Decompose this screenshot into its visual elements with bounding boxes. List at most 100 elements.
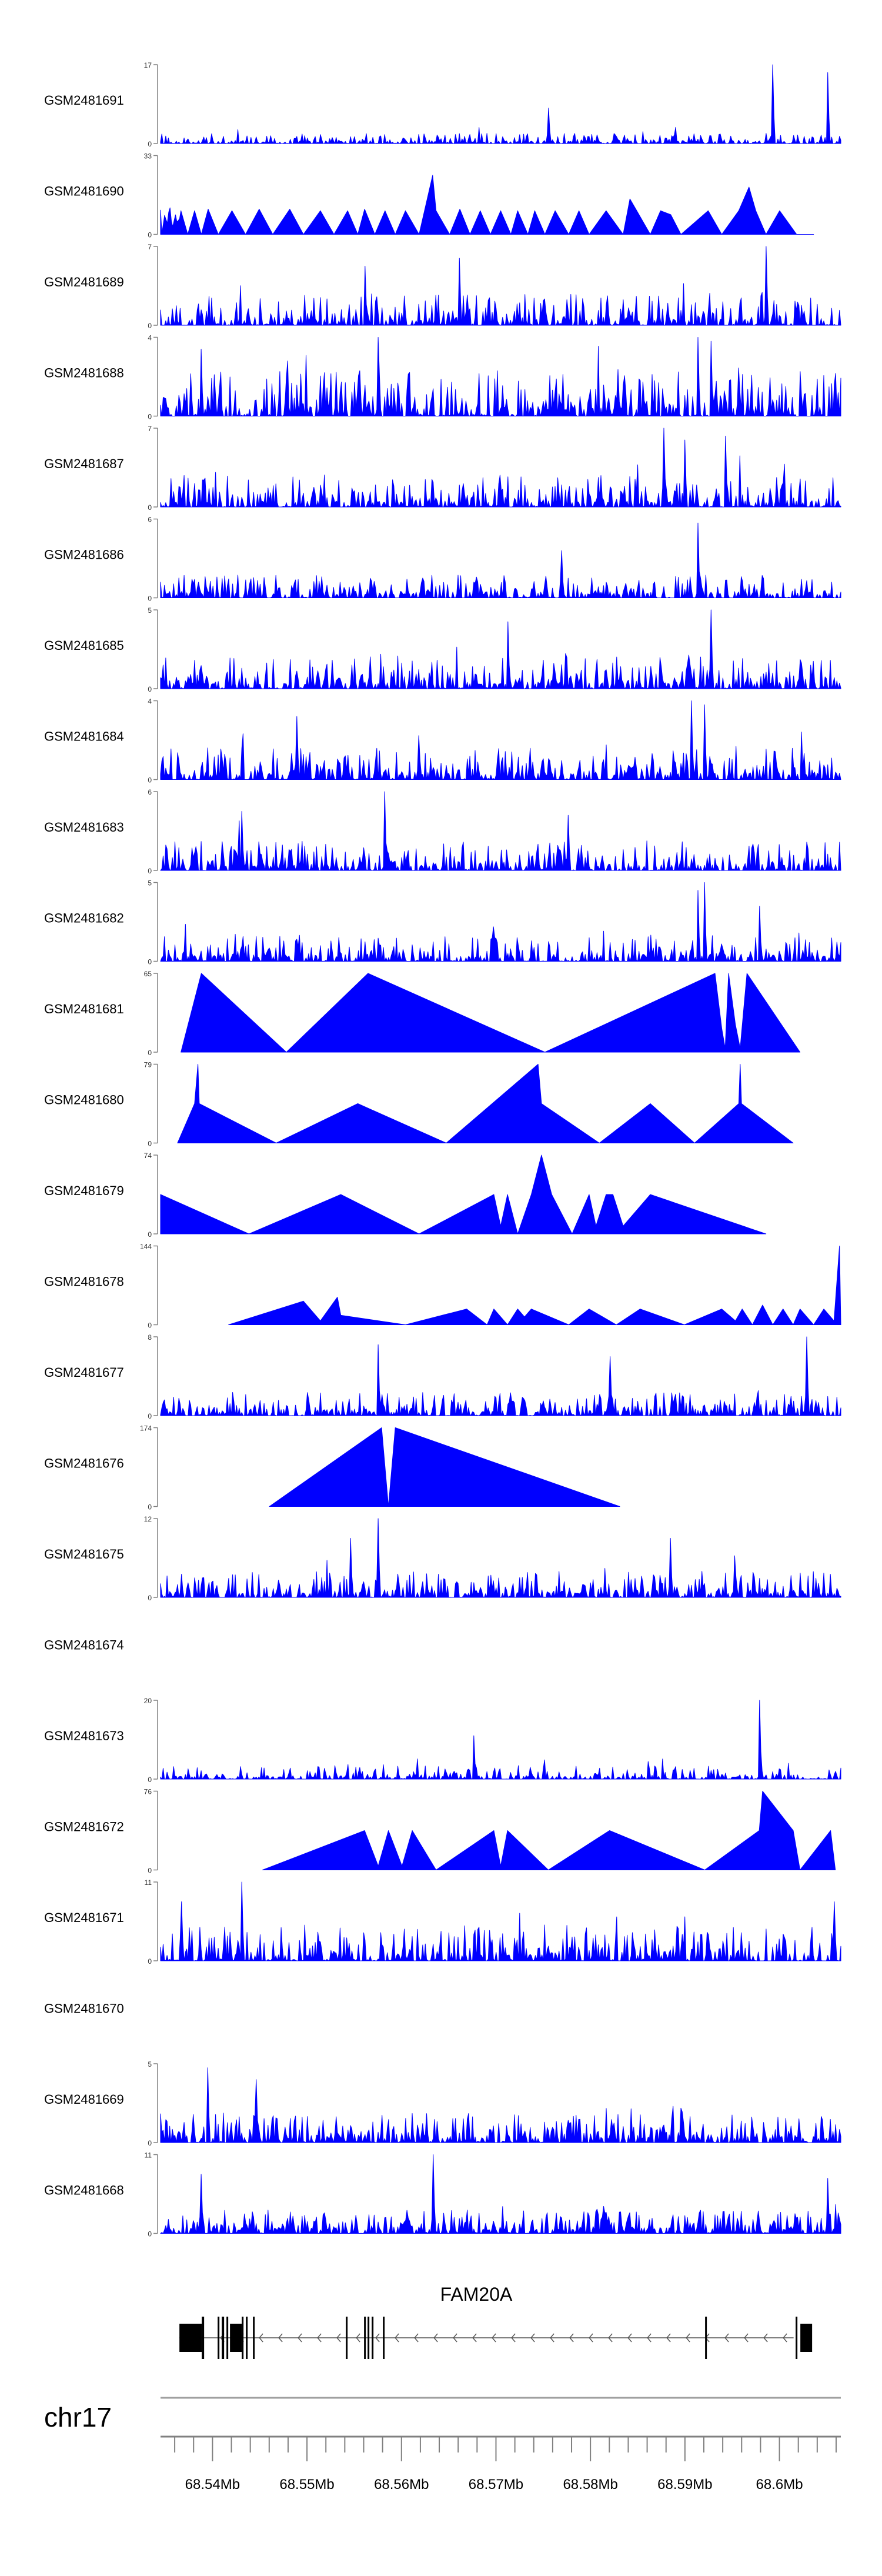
gene-exon <box>218 2317 220 2359</box>
gene-model <box>179 2317 813 2359</box>
gene-exon <box>222 2317 225 2359</box>
track-coverage-area <box>228 1246 841 1325</box>
track-coverage-area <box>269 1427 620 1507</box>
gene-name-label: FAM20A <box>440 2284 513 2305</box>
track-ymax-label: 5 <box>148 879 152 887</box>
strand-arrow <box>724 2333 729 2343</box>
track-coverage-area <box>160 1336 841 1416</box>
track-label: GSM2481674 <box>44 1638 124 1653</box>
track-label: GSM2481677 <box>44 1365 124 1380</box>
strand-arrow <box>336 2333 341 2343</box>
track-GSM2481680: GSM2481680 79 0 <box>44 1061 794 1148</box>
strand-arrow <box>259 2333 263 2343</box>
track-GSM2481676: GSM2481676 174 0 <box>44 1424 620 1511</box>
track-ymax-label: 6 <box>148 516 152 524</box>
strand-arrow <box>569 2333 574 2343</box>
track-ymin-label: 0 <box>148 1957 152 1966</box>
track-coverage-area <box>160 64 841 144</box>
track-coverage-area <box>160 522 841 598</box>
track-ymax-label: 33 <box>144 152 152 161</box>
strand-arrow <box>433 2333 438 2343</box>
track-ymin-label: 0 <box>148 1412 152 1420</box>
strand-arrow <box>395 2333 399 2343</box>
track-label: GSM2481688 <box>44 366 124 381</box>
gene-exon <box>246 2317 248 2359</box>
track-GSM2481670: GSM2481670 <box>44 2001 124 2016</box>
axis-tick-label: 68.56Mb <box>374 2477 429 2492</box>
track-GSM2481684: GSM2481684 4 0 <box>44 698 841 785</box>
track-GSM2481686: GSM2481686 6 0 <box>44 516 841 603</box>
track-label: GSM2481690 <box>44 184 124 199</box>
track-label: GSM2481676 <box>44 1456 124 1471</box>
track-ymax-label: 6 <box>148 788 152 796</box>
track-GSM2481678: GSM2481678 144 0 <box>44 1243 841 1330</box>
strand-arrow <box>375 2333 380 2343</box>
track-GSM2481690: GSM2481690 33 0 <box>44 152 814 239</box>
track-ymin-label: 0 <box>148 595 152 603</box>
track-ymin-label: 0 <box>148 1867 152 1875</box>
axis-tick-label: 68.58Mb <box>563 2477 617 2492</box>
gene-exon <box>179 2324 202 2352</box>
track-ymin-label: 0 <box>148 958 152 966</box>
track-label: GSM2481673 <box>44 1729 124 1743</box>
track-GSM2481688: GSM2481688 4 0 <box>44 334 841 421</box>
gene-exon <box>202 2317 205 2359</box>
track-label: GSM2481681 <box>44 1002 124 1016</box>
gene-exon <box>364 2317 366 2359</box>
track-ymin-label: 0 <box>148 776 152 785</box>
track-ymax-label: 12 <box>144 1515 152 1523</box>
strand-arrow <box>453 2333 457 2343</box>
track-label: GSM2481687 <box>44 456 124 471</box>
track-GSM2481669: GSM2481669 5 0 <box>44 2060 841 2147</box>
gene-exon <box>346 2317 348 2359</box>
strand-arrow <box>492 2333 496 2343</box>
strand-arrow <box>414 2333 419 2343</box>
track-ymax-label: 20 <box>144 1697 152 1705</box>
track-ymax-label: 11 <box>145 1878 152 1887</box>
track-ymin-label: 0 <box>148 140 152 148</box>
strand-arrow <box>550 2333 554 2343</box>
track-label: GSM2481686 <box>44 548 124 562</box>
axis-tick-label: 68.55Mb <box>279 2477 334 2492</box>
track-coverage-area <box>160 1154 767 1234</box>
track-GSM2481675: GSM2481675 12 0 <box>44 1515 841 1602</box>
track-ymin-label: 0 <box>148 322 152 330</box>
gene-exon <box>796 2317 798 2359</box>
axis-ticks: 68.54Mb 68.55Mb 68.56Mb 68.57Mb 68.58Mb 68.59… <box>174 2437 837 2492</box>
track-ymax-label: 7 <box>148 243 152 251</box>
track-GSM2481683: GSM2481683 6 0 <box>44 788 841 875</box>
strand-arrow <box>356 2333 360 2343</box>
track-coverage-area <box>160 337 841 416</box>
axis-tick-label: 68.59Mb <box>657 2477 712 2492</box>
strand-arrow <box>530 2333 535 2343</box>
track-coverage-area <box>160 2154 841 2234</box>
track-label: GSM2481691 <box>44 93 124 108</box>
track-ymax-label: 65 <box>144 970 152 978</box>
gene-exon <box>242 2317 244 2359</box>
track-ymin-label: 0 <box>148 1140 152 1148</box>
track-ymax-label: 4 <box>148 698 152 706</box>
track-ymax-label: 17 <box>144 61 152 69</box>
track-ymin-label: 0 <box>148 1322 152 1330</box>
gene-exon <box>230 2324 242 2352</box>
gene-model-track: FAM20A <box>179 2284 813 2359</box>
track-coverage-area <box>160 2067 841 2143</box>
track-ymax-label: 8 <box>148 1333 152 1342</box>
track-label: GSM2481678 <box>44 1274 124 1289</box>
track-GSM2481673: GSM2481673 20 0 <box>44 1697 841 1784</box>
track-GSM2481687: GSM2481687 7 0 <box>44 425 841 512</box>
track-label: GSM2481670 <box>44 2001 124 2016</box>
track-GSM2481672: GSM2481672 76 0 <box>44 1788 836 1875</box>
strand-arrow <box>608 2333 613 2343</box>
track-coverage-area <box>160 175 814 235</box>
track-ymax-label: 144 <box>140 1243 152 1251</box>
track-label: GSM2481671 <box>44 1910 124 1925</box>
track-label: GSM2481684 <box>44 729 124 744</box>
strand-arrow <box>472 2333 477 2343</box>
strand-arrow <box>627 2333 632 2343</box>
track-coverage-area <box>181 973 801 1053</box>
track-GSM2481677: GSM2481677 8 0 <box>44 1333 841 1420</box>
track-ymin-label: 0 <box>148 1230 152 1239</box>
strand-arrow <box>666 2333 671 2343</box>
track-ymax-label: 4 <box>148 334 152 342</box>
